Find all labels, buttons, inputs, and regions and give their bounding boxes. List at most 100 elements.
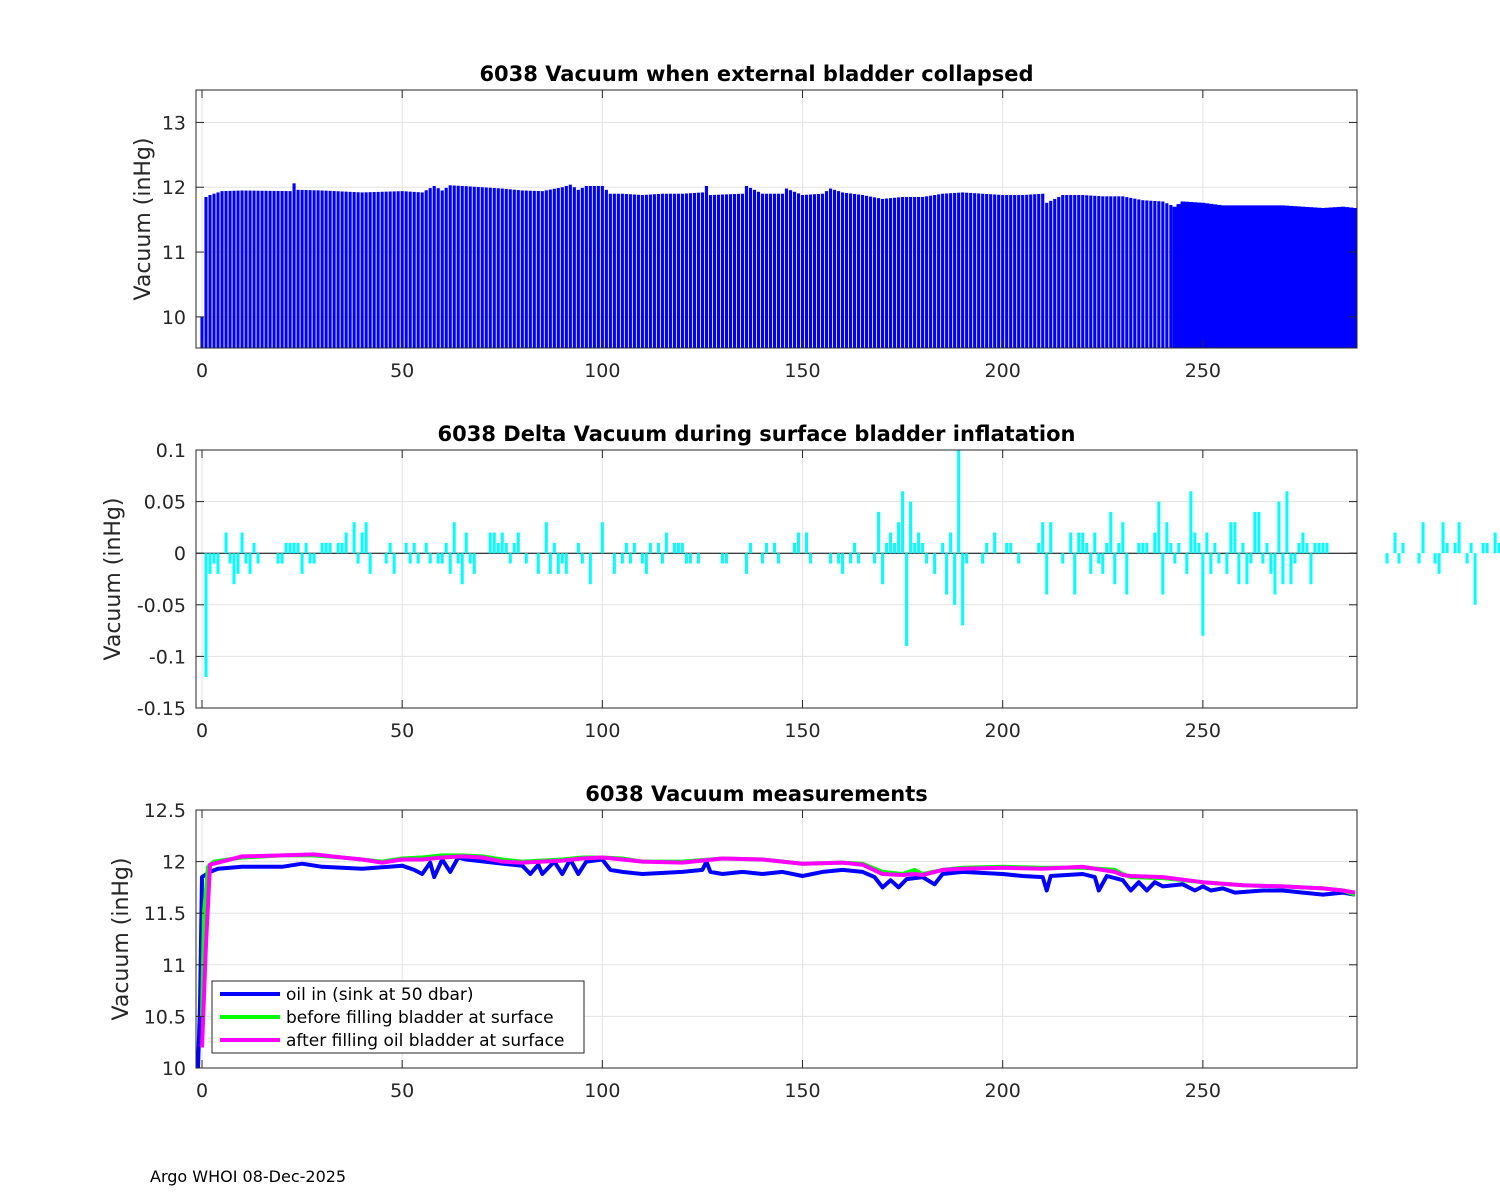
bar xyxy=(340,191,344,348)
bar xyxy=(412,191,416,348)
bar xyxy=(536,553,540,574)
bar xyxy=(568,184,572,348)
bar xyxy=(388,191,392,348)
y-tick-label: -0.1 xyxy=(149,646,186,668)
bar xyxy=(1473,553,1477,605)
bar xyxy=(1188,202,1194,348)
bar xyxy=(1264,205,1270,348)
bar xyxy=(512,542,516,554)
bar xyxy=(869,196,873,348)
bar xyxy=(672,193,676,348)
bar xyxy=(877,198,881,348)
bar xyxy=(560,187,564,348)
bar xyxy=(1176,204,1182,348)
bar xyxy=(1272,205,1278,348)
bar xyxy=(1465,553,1469,564)
x-tick-label: 0 xyxy=(196,1080,208,1102)
bar xyxy=(436,188,440,348)
bar xyxy=(1077,532,1081,554)
bar xyxy=(1061,195,1065,348)
bar xyxy=(885,542,889,554)
axes-box xyxy=(195,809,1358,1069)
bar xyxy=(1069,532,1073,554)
bar xyxy=(957,192,961,348)
bar xyxy=(804,194,809,348)
bar xyxy=(208,195,212,348)
y-tick-label: 10.5 xyxy=(144,1006,186,1028)
bar xyxy=(232,553,236,585)
x-tick-label: 100 xyxy=(584,1080,620,1102)
x-tick-label: 50 xyxy=(390,1080,414,1102)
bar xyxy=(468,553,472,564)
x-tick-label: 200 xyxy=(985,360,1021,382)
bar xyxy=(1321,542,1325,554)
bar xyxy=(1212,204,1218,348)
bar xyxy=(564,553,568,574)
bar xyxy=(252,542,256,554)
bar xyxy=(1196,202,1202,348)
bar xyxy=(828,188,833,348)
bar xyxy=(532,190,536,348)
bar xyxy=(1105,196,1109,348)
bar xyxy=(1252,205,1258,348)
bar xyxy=(1493,532,1497,554)
bar xyxy=(945,553,949,595)
bar xyxy=(1296,206,1302,348)
x-tick-label: 200 xyxy=(985,720,1021,742)
bar xyxy=(580,187,584,348)
bar xyxy=(224,532,228,554)
bar xyxy=(476,186,480,348)
bar xyxy=(528,190,532,348)
bar xyxy=(844,192,849,348)
footer-text: Argo WHOI 08-Dec-2025 xyxy=(150,1167,346,1186)
bar xyxy=(308,553,312,564)
bar xyxy=(989,194,993,348)
bar xyxy=(504,188,508,348)
bar xyxy=(216,192,220,348)
bar xyxy=(1229,522,1233,554)
bar xyxy=(1177,542,1181,554)
bar xyxy=(324,542,328,554)
bar xyxy=(1385,553,1389,564)
bar xyxy=(212,193,216,348)
bar xyxy=(308,190,312,348)
bar xyxy=(484,187,488,348)
bar xyxy=(612,553,616,574)
bar xyxy=(985,193,989,348)
x-tick-label: 200 xyxy=(985,1080,1021,1102)
chart-title: 6038 Vacuum measurements xyxy=(585,782,928,806)
bar xyxy=(1225,553,1229,574)
bar xyxy=(1125,553,1129,595)
bar xyxy=(720,194,725,348)
bar xyxy=(873,553,877,564)
bar xyxy=(1352,207,1358,348)
bar xyxy=(712,194,717,348)
bar xyxy=(352,522,356,554)
y-tick-label: 12 xyxy=(162,852,186,874)
bar xyxy=(1292,206,1298,348)
bar xyxy=(853,193,857,348)
bar xyxy=(1161,553,1165,595)
bar xyxy=(1441,522,1445,554)
bar xyxy=(797,532,801,554)
bar xyxy=(540,191,544,348)
bar xyxy=(921,196,925,348)
bar xyxy=(376,191,380,348)
bar xyxy=(1284,205,1290,348)
bar xyxy=(1049,200,1053,348)
bar xyxy=(1268,205,1274,348)
bar xyxy=(656,193,660,348)
bar xyxy=(660,193,664,348)
bar xyxy=(656,542,660,554)
bar xyxy=(881,553,885,585)
bar xyxy=(957,450,961,554)
bar xyxy=(364,192,368,348)
bar xyxy=(1101,196,1105,348)
bar xyxy=(1025,194,1029,348)
bar xyxy=(776,193,781,348)
bar xyxy=(1184,201,1190,348)
bar xyxy=(384,553,388,564)
bar xyxy=(392,191,396,348)
bar xyxy=(945,193,949,348)
bar xyxy=(1069,195,1073,348)
